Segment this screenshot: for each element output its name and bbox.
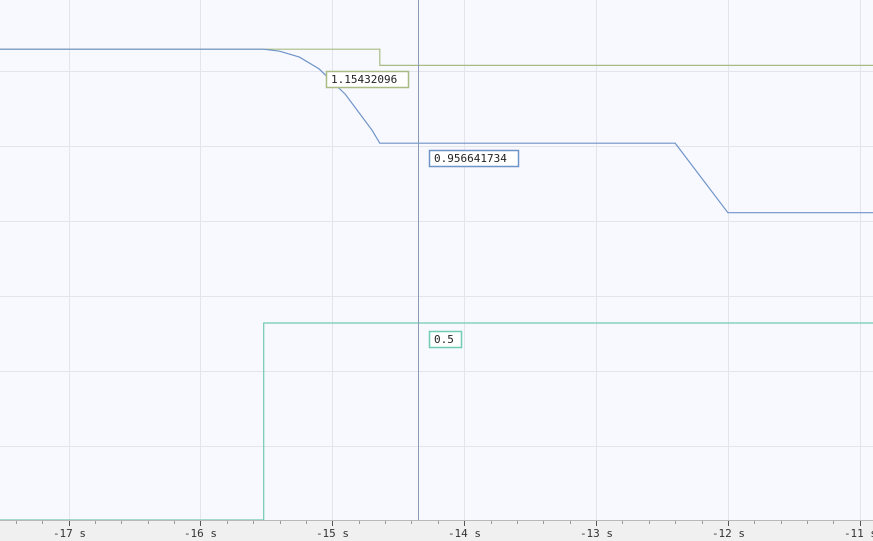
plot-grid: [0, 0, 873, 522]
axis-tick-label: -14 s: [448, 527, 481, 540]
axis-tick-label: -12 s: [712, 527, 745, 540]
axis-tick-label: -13 s: [580, 527, 613, 540]
readout-box-2: 0.956641734: [430, 151, 519, 167]
readout-value: 1.15432096: [331, 73, 397, 86]
time-axis: -17 s -16 s -15 s -14 s -13 s -12 s -11 s: [0, 520, 873, 541]
series-line-1: [0, 49, 873, 65]
axis-tick-label: -15 s: [316, 527, 349, 540]
axis-tick-label: -11 s: [844, 527, 873, 540]
signal-traces: [0, 49, 873, 520]
series-line-3: [0, 323, 873, 520]
axis-tick-label: -17 s: [53, 527, 86, 540]
cursor-readouts: 1.15432096 0.956641734 0.5: [327, 72, 519, 348]
readout-value: 0.956641734: [434, 152, 507, 165]
readout-box-3: 0.5: [430, 332, 462, 348]
axis-tick-label: -16 s: [184, 527, 217, 540]
readout-value: 0.5: [434, 333, 454, 346]
series-line-2: [0, 49, 873, 213]
readout-box-1: 1.15432096: [327, 72, 409, 88]
